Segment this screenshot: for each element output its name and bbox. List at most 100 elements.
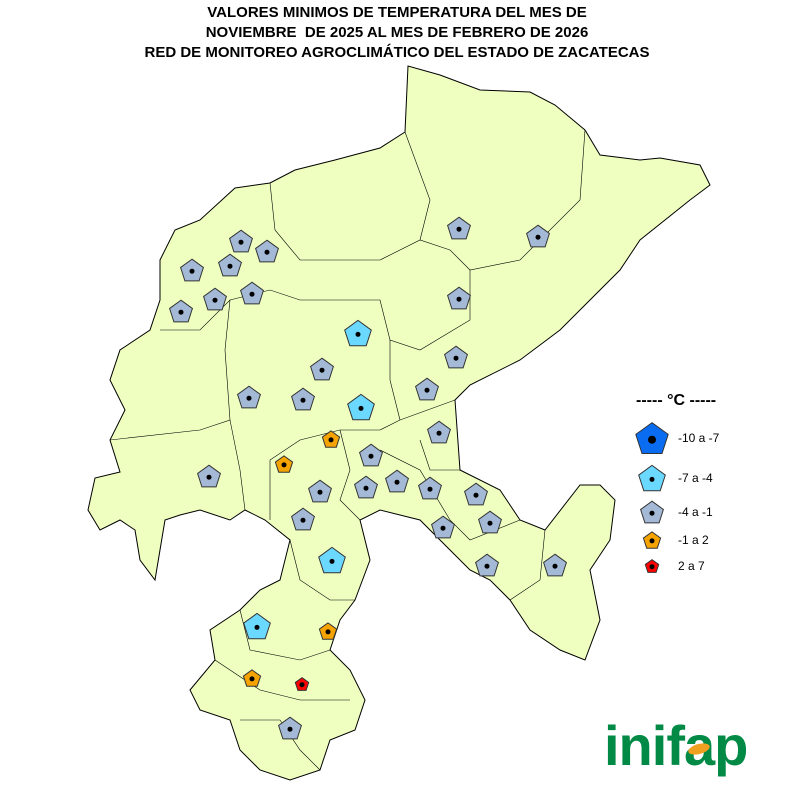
legend-label: -7 a -4 xyxy=(678,471,713,485)
station-dot xyxy=(440,525,446,531)
station-dot xyxy=(249,676,255,682)
station-dot xyxy=(427,486,433,492)
station-marker xyxy=(240,281,264,305)
station-dot xyxy=(206,474,212,480)
station-marker xyxy=(543,553,567,577)
legend-label: -1 a 2 xyxy=(678,533,709,547)
title-line-1: VALORES MINIMOS DE TEMPERATURA DEL MES D… xyxy=(207,4,587,21)
legend-symbol xyxy=(644,559,660,573)
stations-layer xyxy=(169,216,567,740)
station-marker xyxy=(475,553,499,577)
legend-pentagon-icon xyxy=(635,422,669,454)
station-dot xyxy=(254,624,260,630)
legend-item: -7 a -4 xyxy=(630,463,790,493)
station-dot xyxy=(649,538,655,544)
legend-symbol xyxy=(635,422,669,454)
station-dot xyxy=(281,462,287,468)
station-marker xyxy=(243,612,271,640)
legend-pentagon-icon xyxy=(638,464,666,492)
station-dot xyxy=(246,395,252,401)
station-marker xyxy=(255,239,279,263)
legend-pentagon-icon xyxy=(640,500,664,524)
station-dot xyxy=(329,558,335,564)
station-dot xyxy=(358,405,364,411)
station-marker xyxy=(447,216,471,240)
station-marker xyxy=(526,224,550,248)
station-marker xyxy=(229,229,253,253)
station-marker xyxy=(197,464,221,488)
station-marker xyxy=(321,430,341,448)
station-dot xyxy=(649,510,655,516)
legend-label: -4 a -1 xyxy=(678,505,713,519)
station-marker xyxy=(478,510,502,534)
station-marker xyxy=(310,357,334,381)
station-dot xyxy=(212,297,218,303)
station-dot xyxy=(178,309,184,315)
station-marker xyxy=(294,677,310,691)
station-dot xyxy=(300,397,306,403)
legend-label: 2 a 7 xyxy=(678,559,705,573)
station-dot xyxy=(317,489,323,495)
legend-item: -10 a -7 xyxy=(630,422,790,454)
station-marker xyxy=(385,469,409,493)
station-marker xyxy=(169,299,193,323)
legend-item: 2 a 7 xyxy=(630,551,790,581)
station-marker xyxy=(344,319,372,347)
station-marker xyxy=(291,387,315,411)
logo-text: inifap xyxy=(604,714,748,777)
station-marker xyxy=(218,253,242,277)
station-dot xyxy=(319,367,325,373)
inifap-logo: inifap xyxy=(604,718,748,774)
station-dot xyxy=(287,726,293,732)
station-marker xyxy=(347,393,375,421)
station-dot xyxy=(189,268,195,274)
legend-symbol xyxy=(642,531,662,549)
station-dot xyxy=(227,263,233,269)
station-dot xyxy=(487,520,493,526)
station-dot xyxy=(325,629,331,635)
station-dot xyxy=(424,387,430,393)
station-dot xyxy=(238,239,244,245)
station-marker xyxy=(278,716,302,740)
station-marker xyxy=(415,377,439,401)
legend-pentagon-icon xyxy=(644,559,660,573)
station-marker xyxy=(237,385,261,409)
station-marker xyxy=(464,482,488,506)
legend-pentagon-icon xyxy=(642,531,662,549)
state-outline xyxy=(87,65,711,781)
title-line-3: RED DE MONITOREO AGROCLIMÁTICO DEL ESTAD… xyxy=(144,44,650,61)
station-marker xyxy=(203,287,227,311)
station-dot xyxy=(363,485,369,491)
station-dot xyxy=(648,435,656,444)
legend-symbol xyxy=(638,464,666,492)
station-marker xyxy=(291,507,315,531)
legend-item: -1 a 2 xyxy=(630,525,790,555)
station-dot xyxy=(328,437,334,443)
station-dot xyxy=(299,682,305,688)
legend-title: ----- °C ----- xyxy=(636,392,717,409)
station-dot xyxy=(394,479,400,485)
station-dot xyxy=(484,563,490,569)
station-dot xyxy=(649,476,655,482)
station-marker xyxy=(418,476,442,500)
municipal-boundaries xyxy=(109,129,586,771)
title-line-2: NOVIEMBRE DE 2025 AL MES DE FEBRERO DE 2… xyxy=(205,24,589,41)
station-dot xyxy=(535,234,541,240)
station-dot xyxy=(649,564,655,570)
station-dot xyxy=(368,453,374,459)
station-dot xyxy=(300,517,306,523)
station-marker xyxy=(444,345,468,369)
station-dot xyxy=(456,296,462,302)
map-title: VALORES MINIMOS DE TEMPERATURA DEL MES D… xyxy=(0,3,794,63)
legend-label: -10 a -7 xyxy=(678,431,720,445)
station-marker xyxy=(242,669,262,687)
station-dot xyxy=(355,331,361,337)
station-marker xyxy=(431,515,455,539)
station-marker xyxy=(354,475,378,499)
station-marker xyxy=(318,546,346,574)
station-marker xyxy=(427,420,451,444)
station-marker xyxy=(447,286,471,310)
station-dot xyxy=(552,563,558,569)
station-dot xyxy=(249,291,255,297)
